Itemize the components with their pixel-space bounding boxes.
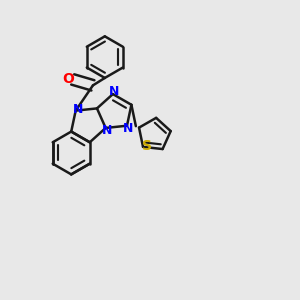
Text: N: N	[73, 103, 83, 116]
Text: N: N	[109, 85, 119, 98]
Text: N: N	[123, 122, 134, 135]
Text: O: O	[62, 72, 74, 86]
Text: S: S	[142, 139, 152, 153]
Text: N: N	[102, 124, 112, 137]
